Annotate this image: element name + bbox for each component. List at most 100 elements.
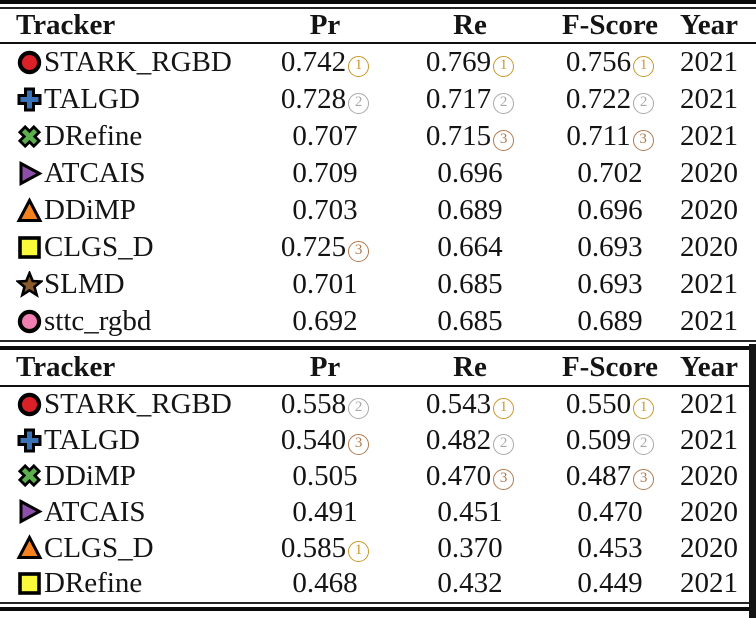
fscore-value-cell: 0.487 3 [540,459,680,495]
tracker-name-cell: STARK_RGBD [0,386,250,423]
re-value-cell: 0.689 [437,194,503,226]
marker-triangle-up-icon [16,196,43,224]
re-value-cell: 0.432 [437,567,503,600]
year-cell: 2020 [680,157,738,189]
table-row: DDiMP 0.703 0.689 0.696 2020 [0,192,756,229]
year-cell: 2020 [680,231,738,263]
tracker-name: DDiMP [44,194,136,226]
col-header-tracker: Tracker [0,350,250,387]
col-header-pr: Pr [250,350,400,387]
table-row: STARK_RGBD 0.742 1 0.769 1 0.756 1 2021 [0,43,756,81]
re-value-cell: 0.696 [437,157,503,189]
rank-3-medal: 3 [633,469,655,491]
col-header-re: Re [400,350,540,387]
pr-value-cell: 0.707 [292,120,358,152]
rank-1-medal: 1 [493,397,515,419]
pr-value-cell: 0.491 [292,495,358,528]
rank-2-medal: 2 [633,92,655,114]
fscore-value-cell: 0.509 2 [540,423,680,459]
pr-value-cell: 0.692 [292,305,358,337]
tracker-name: ATCAIS [44,495,146,528]
pr-value-cell: 0.468 [292,567,358,600]
marker-square-icon [16,570,43,597]
bottom-rule-outer [0,606,756,611]
marker-triangle-right-icon [16,160,43,187]
tracker-name: TALGD [44,83,140,115]
tracker-table-2: Tracker Pr Re F-Score Year STARK_RGBD 0.558 2 0… [0,350,756,602]
rank-2-medal: 2 [348,92,370,114]
pr-value-cell: 0.701 [292,268,358,300]
marker-cross-icon [16,462,43,489]
re-value-cell: 0.664 [437,231,503,263]
header-row: Tracker Pr Re F-Score Year [0,350,756,387]
table-row: CLGS_D 0.585 1 0.370 0.453 2020 [0,530,756,566]
year-cell: 2021 [680,424,738,457]
rank-1-medal: 1 [633,55,655,77]
fscore-value-cell: 0.453 [577,531,643,564]
table-row: ATCAIS 0.491 0.451 0.470 2020 [0,494,756,530]
fscore-value-cell: 0.470 [577,495,643,528]
pr-value-cell: 0.585 1 [250,530,400,566]
marker-plus-icon [16,427,43,454]
tracker-name: TALGD [44,424,140,457]
rank-3-medal: 3 [348,433,370,455]
rank-1-medal: 1 [348,541,370,563]
re-value-cell: 0.717 2 [400,81,540,118]
tracker-name: DRefine [44,120,143,152]
tracker-name-cell: ATCAIS [0,494,250,530]
table-row: CLGS_D 0.725 3 0.664 0.693 2020 [0,229,756,266]
rank-3-medal: 3 [493,469,515,491]
year-cell: 2021 [680,388,738,421]
tracker-name-cell: CLGS_D [0,229,250,266]
col-header-year: Year [680,9,756,44]
rank-2-medal: 2 [633,433,655,455]
tracker-name-cell: ATCAIS [0,155,250,192]
rank-3-medal: 3 [348,240,370,262]
fscore-value-cell: 0.693 [577,231,643,263]
col-header-fscore: F-Score [540,9,680,44]
tracker-table-1: Tracker Pr Re F-Score Year STARK_RGBD 0.742 1 0… [0,9,756,340]
marker-triangle-right-icon [16,498,43,525]
col-header-tracker: Tracker [0,9,250,44]
rank-3-medal: 3 [632,129,654,151]
pr-value-cell: 0.709 [292,157,358,189]
pr-value-cell: 0.703 [292,194,358,226]
fscore-value-cell: 0.550 1 [540,386,680,423]
year-cell: 2020 [680,495,738,528]
rank-1-medal: 1 [493,55,515,77]
marker-plus-icon [16,86,43,113]
table-row: DRefine 0.707 0.715 3 0.711 3 2021 [0,118,756,155]
tracker-name-cell: sttc_rgbd [0,303,250,340]
re-value-cell: 0.543 1 [400,386,540,423]
tracker-name-cell: CLGS_D [0,530,250,566]
year-cell: 2021 [680,567,738,600]
fscore-value-cell: 0.722 2 [540,81,680,118]
marker-circle-icon [16,308,43,335]
page-edge-artifact [749,344,756,618]
fscore-value-cell: 0.449 [577,567,643,600]
tracker-name: sttc_rgbd [44,305,152,337]
table-row: SLMD 0.701 0.685 0.693 2021 [0,266,756,303]
marker-square-icon [16,234,43,261]
marker-star-icon [16,270,43,298]
table2-top-rule [0,346,756,350]
bottom-rule-inner [0,601,756,604]
marker-circle-icon [16,391,43,418]
rank-1-medal: 1 [348,55,370,77]
rank-2-medal: 2 [493,92,515,114]
rank-2-medal: 2 [348,397,370,419]
col-header-fscore: F-Score [540,350,680,387]
year-cell: 2021 [680,305,738,337]
year-cell: 2021 [680,46,738,78]
re-value-cell: 0.715 3 [400,118,540,155]
table-row: TALGD 0.728 2 0.717 2 0.722 2 2021 [0,81,756,118]
pr-value-cell: 0.725 3 [250,229,400,266]
year-cell: 2020 [680,459,738,492]
tracker-name: DDiMP [44,459,136,492]
tracker-name: CLGS_D [44,231,154,263]
rank-1-medal: 1 [633,397,655,419]
tracker-name-cell: DRefine [0,118,250,155]
year-cell: 2021 [680,120,738,152]
year-cell: 2020 [680,194,738,226]
